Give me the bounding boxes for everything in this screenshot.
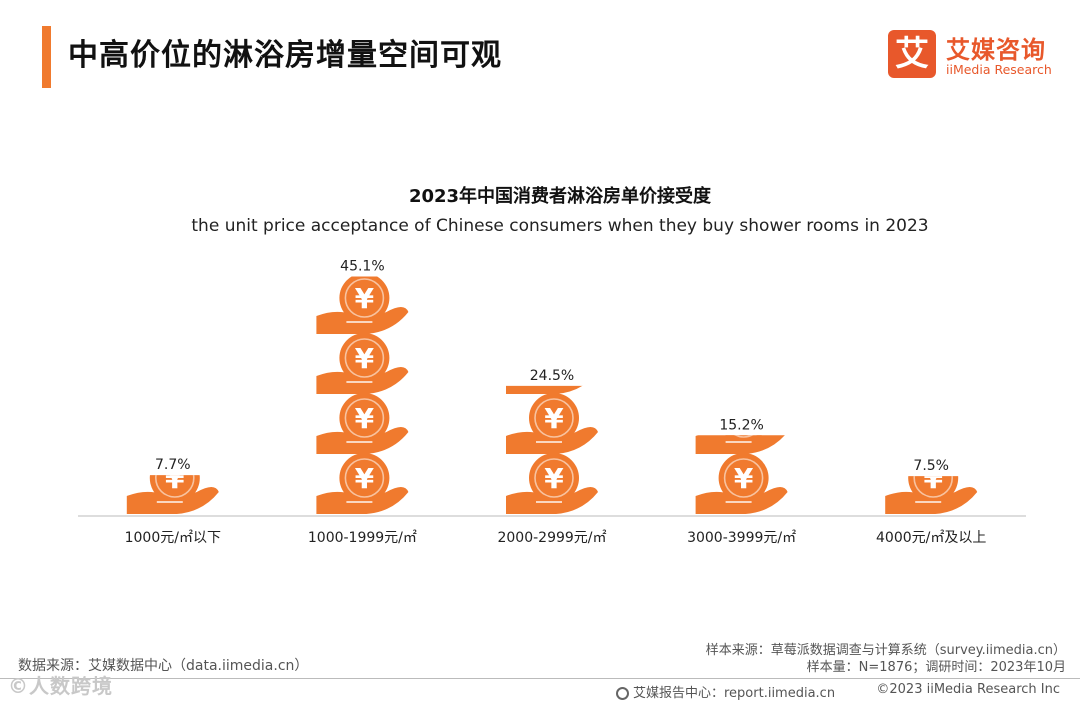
chart-subtitle: the unit price acceptance of Chinese con…: [191, 216, 929, 236]
watermark: ©人数跨境: [8, 674, 113, 698]
svg-text:¥: ¥: [355, 342, 375, 375]
svg-text:¥: ¥: [544, 402, 564, 435]
data-label: 7.5%: [913, 458, 949, 474]
svg-text:¥: ¥: [355, 402, 375, 435]
report-center-link[interactable]: 艾媒报告中心：report.iimedia.cn: [616, 682, 835, 701]
brand-logo: 艾 艾媒咨询 iiMedia Research: [888, 30, 1068, 82]
data-label: 15.2%: [719, 417, 763, 433]
svg-text:¥: ¥: [355, 282, 375, 315]
svg-text:¥: ¥: [355, 462, 375, 495]
sample-source: 样本来源：草莓派数据调查与计算系统（survey.iimedia.cn）: [705, 643, 1066, 658]
footer-divider: [0, 678, 1080, 679]
data-label: 24.5%: [530, 368, 574, 384]
brand-name-cn: 艾媒咨询: [946, 36, 1046, 64]
bar-4: ¥¥: [695, 435, 788, 514]
data-source: 数据来源：艾媒数据中心（data.iimedia.cn）: [18, 658, 309, 674]
bar-5: ¥: [885, 462, 978, 514]
bar-2: ¥ ¥ ¥ ¥: [316, 276, 409, 514]
brand-name-en: iiMedia Research: [946, 62, 1052, 77]
svg-text:¥: ¥: [734, 462, 754, 495]
title-accent-bar: [42, 26, 51, 88]
svg-text:¥: ¥: [544, 462, 564, 495]
data-label: 7.7%: [155, 457, 191, 473]
copyright: ©2023 iiMedia Research Inc: [876, 682, 1060, 697]
data-label: 45.1%: [340, 259, 384, 275]
globe-icon: [616, 687, 629, 700]
brand-logo-mark: 艾: [888, 30, 936, 78]
category-label: 3000-3999元/㎡: [687, 530, 796, 546]
report-center-text: 艾媒报告中心：report.iimedia.cn: [633, 686, 836, 701]
svg-text:¥: ¥: [923, 462, 943, 495]
sample-size: 样本量：N=1876；调研时间：2023年10月: [806, 660, 1066, 675]
category-label: 1000-1999元/㎡: [308, 530, 417, 546]
category-label: 4000元/㎡及以上: [876, 530, 986, 546]
category-label: 2000-2999元/㎡: [497, 530, 606, 546]
bar-3: ¥¥¥: [506, 385, 598, 514]
category-label: 1000元/㎡以下: [125, 530, 221, 546]
chart-title: 2023年中国消费者淋浴房单价接受度: [408, 186, 712, 207]
svg-text:¥: ¥: [165, 462, 185, 495]
page-title: 中高价位的淋浴房增量空间可观: [68, 38, 502, 73]
bar-1: ¥: [126, 462, 219, 514]
